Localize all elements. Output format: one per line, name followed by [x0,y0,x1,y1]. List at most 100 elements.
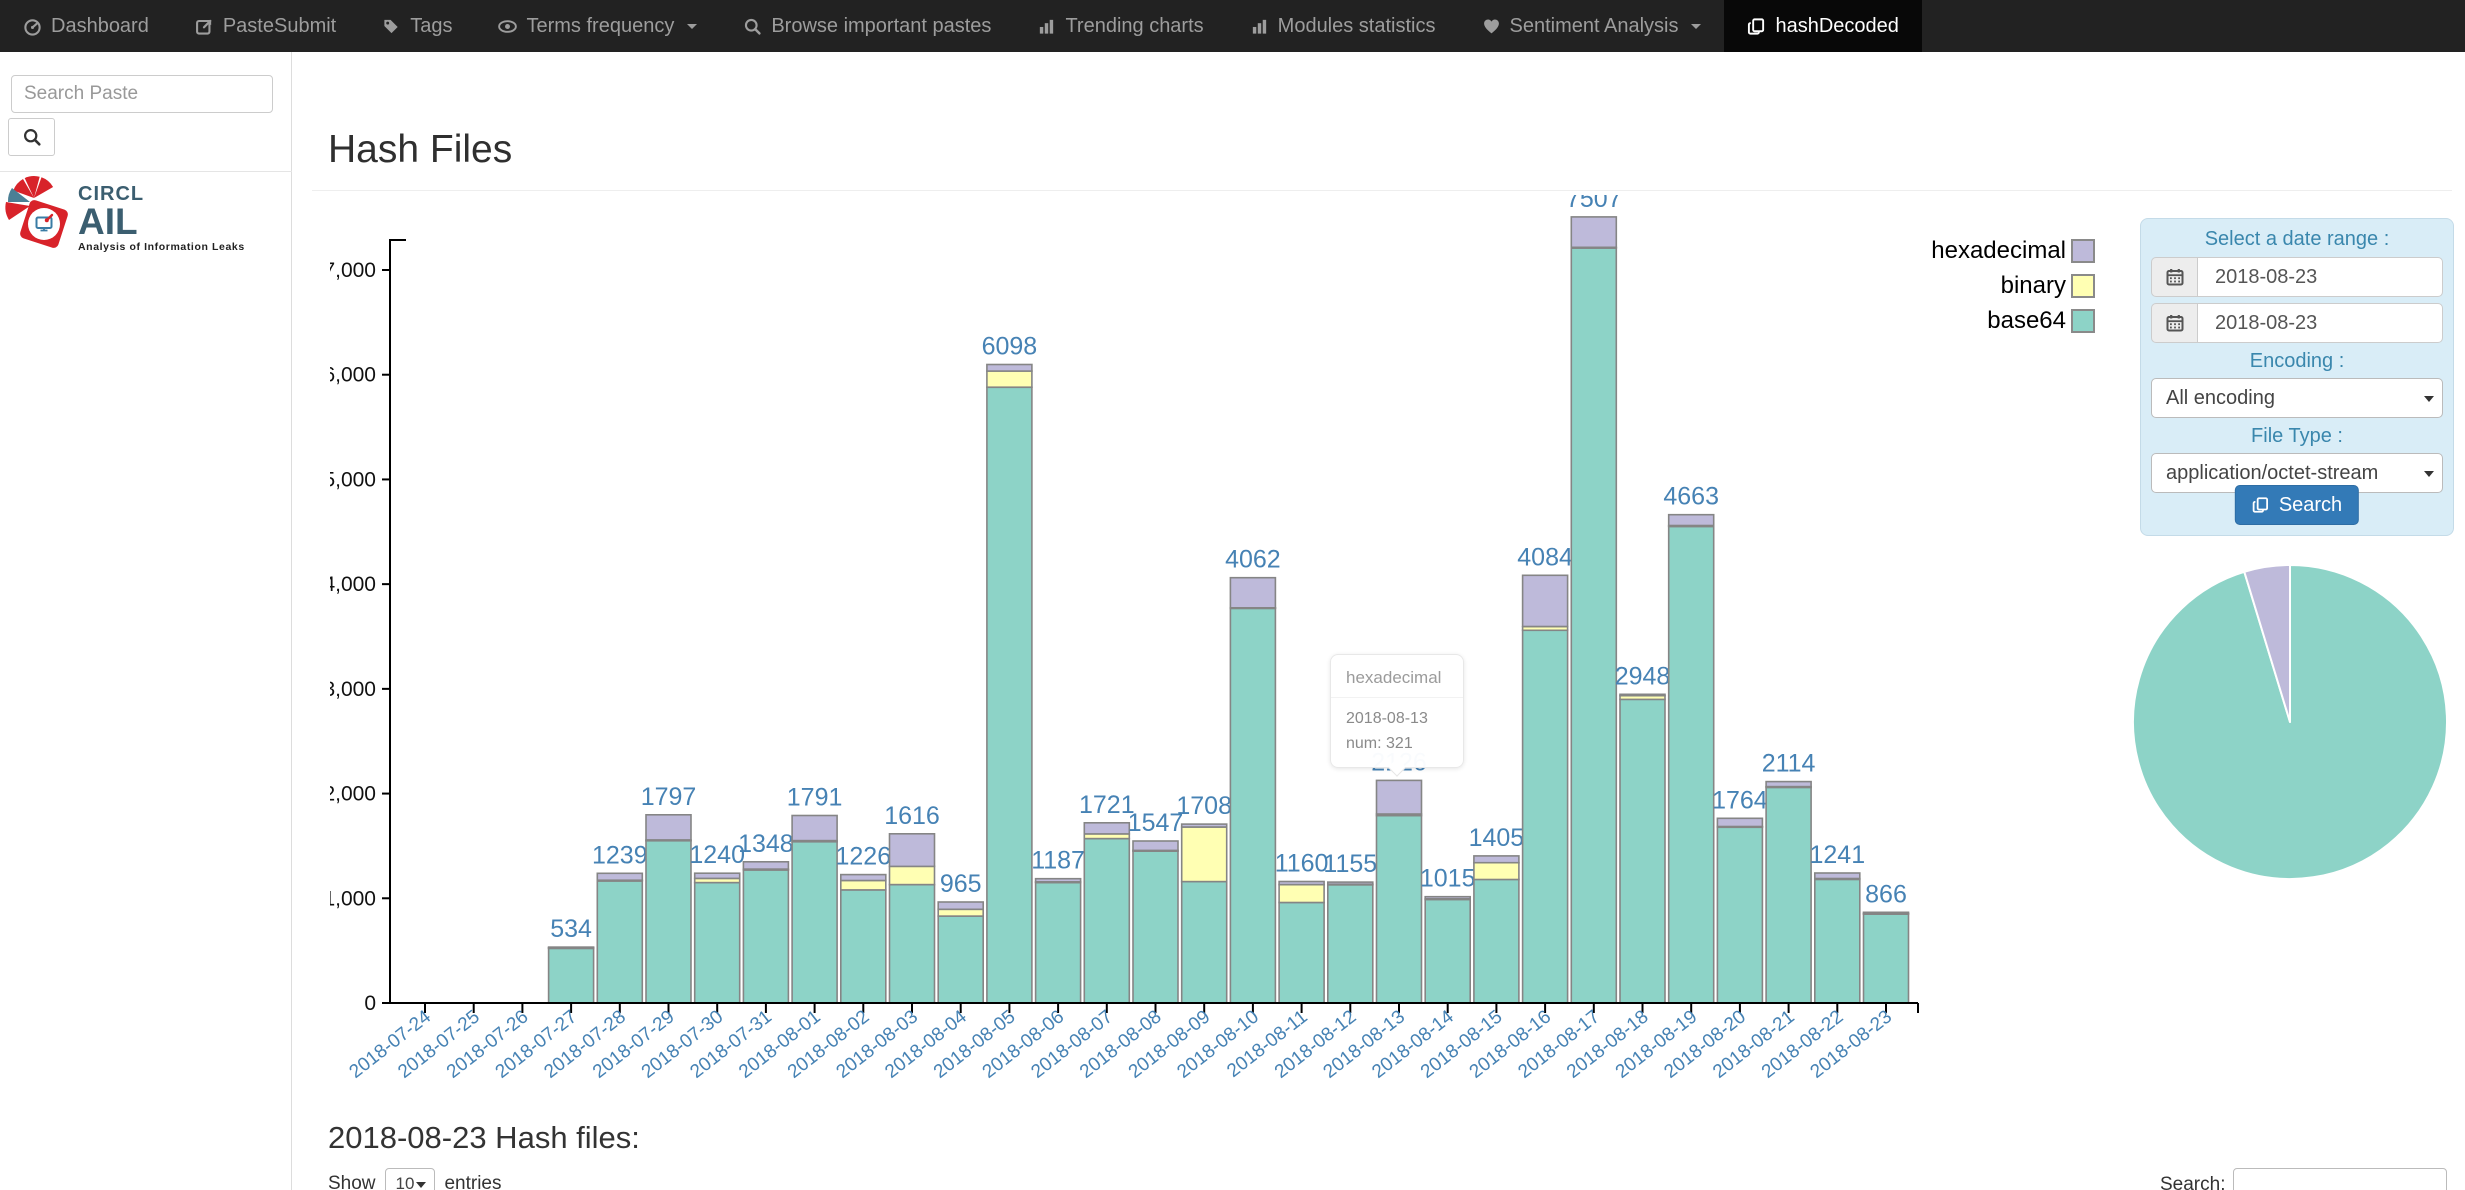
bar-segment-base64[interactable] [1619,698,1666,1004]
y-axis-tick-label: 3,000 [330,678,376,701]
bar-segment-hexadecimal[interactable] [1278,880,1325,886]
bar-segment-binary[interactable] [839,879,887,891]
bar-segment-base64[interactable] [839,889,887,1004]
bar-segment-base64[interactable] [1814,878,1861,1004]
nav-dashboard[interactable]: Dashboard [0,0,172,52]
bar-segment-base64[interactable] [1862,913,1910,1004]
bar-segment-hexadecimal[interactable] [547,946,595,949]
bar-segment-binary[interactable] [986,370,1033,389]
bar-segment-base64[interactable] [1521,629,1569,1004]
bar-segment-base64[interactable] [888,883,936,1004]
entries-label: entries [444,1172,502,1190]
bar-total-label: 4663 [1663,483,1719,511]
bar-total-label: 1791 [787,784,843,812]
bar-segment-base64[interactable] [1326,883,1374,1004]
nav-terms-frequency[interactable]: Terms frequency [475,0,720,52]
search-paste-input[interactable] [11,75,273,113]
bar-segment-base64[interactable] [791,840,838,1004]
bar-segment-hexadecimal[interactable] [1862,911,1910,915]
tooltip-body: 2018-08-13 num: 321 [1331,698,1463,756]
encoding-select-value: All encoding [2166,386,2275,409]
bar-total-label: 1240 [689,841,745,869]
encoding-select[interactable]: All encoding [2151,378,2443,418]
bar-segment-hexadecimal[interactable] [1716,817,1764,828]
bar-segment-base64[interactable] [937,915,985,1004]
bar-segment-binary[interactable] [1278,883,1325,904]
bar-segment-base64[interactable] [1667,525,1715,1004]
bar-segment-base64[interactable] [1570,247,1618,1004]
day-hash-files-title: 2018-08-23 Hash files: [328,1120,640,1155]
bar-segment-hexadecimal[interactable] [693,872,741,880]
bar-total-label: 1764 [1712,786,1768,814]
divider [0,171,292,172]
bar-segment-base64[interactable] [1034,881,1082,1004]
bar-segment-hexadecimal[interactable] [839,873,887,882]
bar-total-label: 866 [1865,880,1907,908]
bar-segment-hexadecimal[interactable] [1521,574,1569,628]
bar-segment-hexadecimal[interactable] [1765,780,1812,788]
bar-segment-binary[interactable] [1180,826,1228,883]
bar-segment-hexadecimal[interactable] [645,813,692,841]
bar-segment-binary[interactable] [1473,861,1520,881]
nav-tags[interactable]: Tags [359,0,475,52]
nav-hashdecoded[interactable]: hashDecoded [1724,0,1922,52]
bar-segment-hexadecimal[interactable] [1570,216,1618,249]
bar-segment-hexadecimal[interactable] [1180,823,1228,828]
date-to-input[interactable] [2197,303,2443,343]
bar-segment-base64[interactable] [1083,837,1131,1004]
bar-segment-hexadecimal[interactable] [742,860,790,870]
nav-browse-important-pastes[interactable]: Browse important pastes [720,0,1014,52]
nav-sentiment-analysis[interactable]: Sentiment Analysis [1459,0,1725,52]
bar-segment-base64[interactable] [1716,826,1764,1004]
nav-trending-charts[interactable]: Trending charts [1014,0,1226,52]
bar-total-label: 1155 [1323,850,1377,878]
bar-segment-hexadecimal[interactable] [1034,877,1082,883]
bar-segment-hexadecimal[interactable] [1375,779,1423,815]
nav-modules-statistics[interactable]: Modules statistics [1227,0,1459,52]
bar-segment-base64[interactable] [1132,850,1179,1004]
bar-segment-hexadecimal[interactable] [1814,872,1861,880]
calendar-icon-button[interactable] [2151,303,2197,343]
legend-item-binary[interactable]: binary [1830,268,2095,303]
top-navbar: Dashboard PasteSubmit Tags Terms frequen… [0,0,2465,52]
bar-segment-base64[interactable] [596,880,644,1004]
bar-segment-binary[interactable] [937,908,985,917]
bar-segment-base64[interactable] [742,869,790,1004]
bar-segment-base64[interactable] [986,386,1033,1004]
bar-segment-base64[interactable] [693,881,741,1004]
bar-segment-hexadecimal[interactable] [1619,693,1666,697]
bar-segment-hexadecimal[interactable] [596,872,644,881]
bar-segment-binary[interactable] [888,865,936,886]
bar-segment-base64[interactable] [1765,786,1812,1004]
bar-segment-hexadecimal[interactable] [1083,821,1131,835]
bar-segment-hexadecimal[interactable] [1473,855,1520,864]
bar-segment-hexadecimal[interactable] [791,814,838,842]
date-from-input[interactable] [2197,257,2443,297]
table-search-input[interactable] [2233,1168,2448,1190]
bar-segment-base64[interactable] [1180,880,1228,1004]
legend-item-base64[interactable]: base64 [1830,303,2095,338]
bar-total-label: 534 [550,915,592,943]
legend-item-hexadecimal[interactable]: hexadecimal [1830,233,2095,268]
bar-segment-hexadecimal[interactable] [986,363,1033,372]
bar-segment-hexadecimal[interactable] [1132,840,1179,852]
calendar-icon-button[interactable] [2151,257,2197,297]
bar-segment-hexadecimal[interactable] [1326,881,1374,885]
bar-segment-base64[interactable] [1278,901,1325,1004]
bar-segment-base64[interactable] [1424,898,1471,1004]
page-size-select[interactable]: 10 [384,1168,436,1190]
bar-segment-hexadecimal[interactable] [888,832,936,868]
bar-segment-base64[interactable] [645,839,692,1004]
bar-segment-base64[interactable] [1473,878,1520,1004]
bar-segment-hexadecimal[interactable] [1229,576,1277,609]
bar-segment-hexadecimal[interactable] [937,901,985,911]
pie-slice-hexadecimal[interactable] [2243,564,2291,723]
bar-segment-hexadecimal[interactable] [1667,513,1715,527]
sidebar-search-button[interactable] [8,118,55,156]
nav-pastesubmit[interactable]: PasteSubmit [172,0,359,52]
bar-segment-base64[interactable] [1229,607,1277,1004]
bar-segment-hexadecimal[interactable] [1424,895,1471,900]
bar-segment-base64[interactable] [547,947,595,1004]
filter-search-button[interactable]: Search [2234,485,2360,525]
bar-segment-base64[interactable] [1375,814,1423,1004]
